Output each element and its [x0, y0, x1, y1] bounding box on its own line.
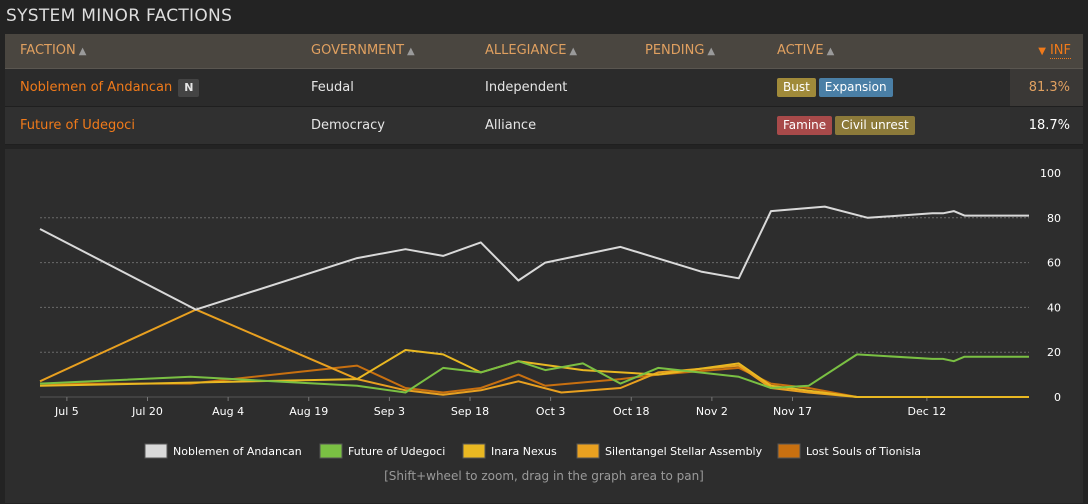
header-allegiance-label: ALLEGIANCE	[485, 43, 567, 58]
x-tick-label: Nov 2	[696, 405, 728, 418]
legend-item[interactable]: Silentangel Stellar Assembly	[576, 443, 763, 459]
x-tick-label: Nov 17	[773, 405, 812, 418]
y-tick-label: 80	[1047, 212, 1061, 225]
state-badge: Expansion	[818, 78, 893, 97]
faction-cell: Future of Udegoci	[20, 107, 135, 144]
table-header: FACTION ▲︎ GOVERNMENT ▲︎ ALLEGIANCE ▲︎ PEND…	[5, 34, 1083, 69]
legend-label: Noblemen of Andancan	[173, 445, 302, 458]
sort-desc-icon: ▼	[1038, 46, 1046, 57]
legend-item[interactable]: Future of Udegoci	[319, 443, 445, 459]
allegiance-cell: Independent	[485, 80, 568, 95]
x-tick-label: Dec 12	[907, 405, 946, 418]
x-tick-label: Oct 18	[613, 405, 650, 418]
x-tick-label: Jul 20	[131, 405, 163, 418]
allegiance-cell: Alliance	[485, 118, 537, 133]
influence-cell: 81.3%	[1010, 69, 1083, 106]
y-tick-label: 0	[1054, 391, 1061, 404]
legend-swatch	[462, 443, 486, 459]
legend-swatch	[576, 443, 600, 459]
series-line	[39, 353, 1029, 394]
x-tick-label: Sep 3	[374, 405, 405, 418]
series-line	[39, 308, 1029, 398]
x-tick-label: Sep 18	[451, 405, 489, 418]
series-line	[39, 349, 1029, 398]
header-faction[interactable]: FACTION ▲︎	[20, 34, 86, 68]
x-tick-label: Jul 5	[54, 405, 79, 418]
legend-label: Silentangel Stellar Assembly	[605, 445, 763, 458]
active-cell: Famine Civil unrest	[777, 107, 918, 144]
faction-cell: Noblemen of Andancan N	[20, 69, 200, 106]
legend-swatch	[144, 443, 168, 459]
government-cell: Democracy	[311, 118, 385, 133]
x-tick-label: Aug 19	[289, 405, 328, 418]
sort-icon: ▲︎	[707, 46, 716, 57]
x-tick-label: Aug 4	[212, 405, 244, 418]
faction-link[interactable]: Future of Udegoci	[20, 118, 135, 133]
sort-icon: ▲︎	[78, 46, 87, 57]
state-badge: Civil unrest	[835, 116, 915, 135]
header-faction-label: FACTION	[20, 43, 76, 58]
x-tick-label: Oct 3	[536, 405, 566, 418]
government-cell: Feudal	[311, 80, 354, 95]
legend-item[interactable]: Inara Nexus	[462, 443, 557, 459]
legend-swatch	[777, 443, 801, 459]
y-tick-label: 40	[1047, 301, 1061, 314]
influence-cell: 18.7%	[1010, 107, 1083, 144]
y-tick-label: 60	[1047, 257, 1061, 270]
legend-item[interactable]: Lost Souls of Tionisla	[777, 443, 921, 459]
influence-chart-svg[interactable]: 0 20 40 60 80 100 Jul 5 Jul 20 Aug 4 Aug 19 Sep 3 S…	[5, 149, 1083, 503]
legend-label: Inara Nexus	[491, 445, 557, 458]
header-government-label: GOVERNMENT	[311, 43, 405, 58]
series-line	[40, 364, 1029, 398]
header-pending[interactable]: PENDING ▲︎	[645, 34, 715, 68]
native-faction-badge: N	[178, 78, 200, 97]
legend-item[interactable]: Noblemen of Andancan	[144, 443, 302, 459]
influence-chart[interactable]: 0 20 40 60 80 100 Jul 5 Jul 20 Aug 4 Aug 19 Sep 3 S…	[5, 149, 1083, 503]
header-active-label: ACTIVE	[777, 43, 824, 58]
legend-swatch	[319, 443, 343, 459]
header-active[interactable]: ACTIVE ▲︎	[777, 34, 834, 68]
y-tick-label: 100	[1040, 167, 1061, 180]
sort-icon: ▲︎	[826, 46, 835, 57]
state-badge: Bust	[777, 78, 816, 97]
y-tick-label: 20	[1047, 346, 1061, 359]
header-government[interactable]: GOVERNMENT ▲︎	[311, 34, 415, 68]
sort-icon: ▲︎	[569, 46, 578, 57]
header-pending-label: PENDING	[645, 43, 705, 58]
legend-label: Lost Souls of Tionisla	[806, 445, 921, 458]
header-allegiance[interactable]: ALLEGIANCE ▲︎	[485, 34, 577, 68]
factions-table: FACTION ▲︎ GOVERNMENT ▲︎ ALLEGIANCE ▲︎ PEND…	[5, 34, 1083, 145]
header-inf[interactable]: ▼ INF	[1038, 34, 1071, 68]
series-line	[39, 205, 1029, 311]
faction-link[interactable]: Noblemen of Andancan	[20, 80, 173, 95]
chart-hint: [Shift+wheel to zoom, drag in the graph …	[384, 469, 704, 483]
table-row: Noblemen of Andancan N Feudal Independent…	[5, 69, 1083, 107]
section-title: SYSTEM MINOR FACTIONS	[6, 6, 233, 26]
table-row: Future of Udegoci Democracy Alliance Fam…	[5, 107, 1083, 145]
legend-label: Future of Udegoci	[348, 445, 445, 458]
sort-icon: ▲︎	[407, 46, 415, 57]
state-badge: Famine	[777, 116, 833, 135]
active-cell: Bust Expansion	[777, 69, 896, 106]
header-inf-label: INF	[1049, 43, 1071, 59]
